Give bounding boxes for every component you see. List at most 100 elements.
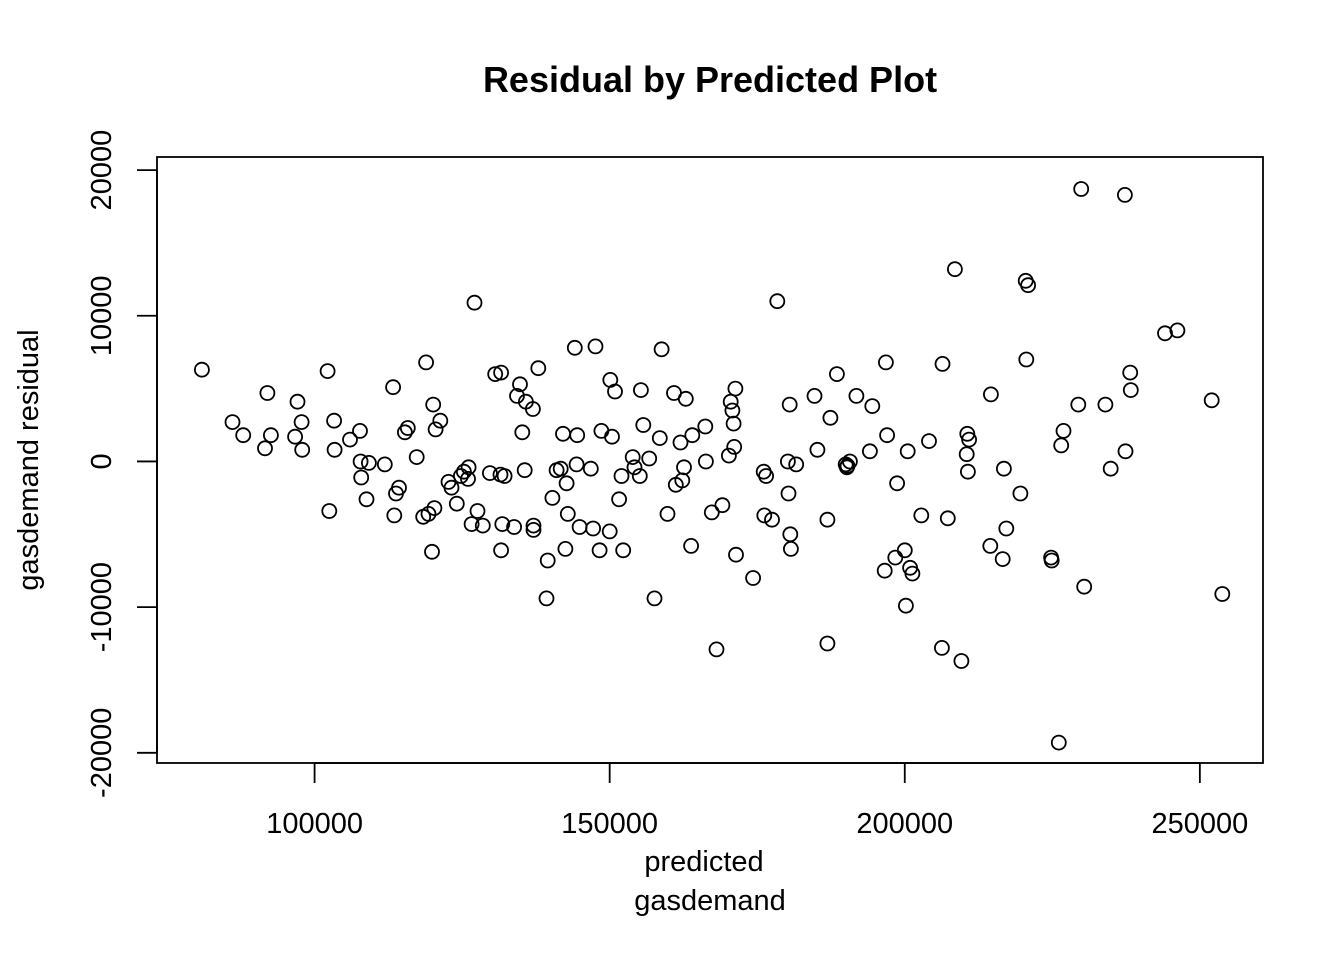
data-point bbox=[587, 338, 604, 355]
data-point bbox=[432, 412, 449, 429]
x-axis-label-line-2: gasdemand bbox=[634, 885, 786, 917]
data-point bbox=[728, 546, 744, 563]
data-point bbox=[426, 500, 443, 517]
x-tick-label: 100000 bbox=[266, 808, 363, 840]
data-point bbox=[319, 363, 336, 380]
data-point bbox=[1122, 382, 1139, 399]
data-point bbox=[287, 428, 304, 445]
data-point bbox=[788, 456, 805, 473]
data-point bbox=[493, 542, 510, 559]
data-point bbox=[420, 506, 437, 522]
data-point bbox=[514, 424, 531, 441]
data-point bbox=[530, 360, 547, 377]
data-point bbox=[418, 354, 435, 371]
data-point bbox=[764, 511, 780, 528]
data-point bbox=[358, 491, 375, 508]
data-point bbox=[635, 417, 652, 433]
data-point bbox=[726, 438, 743, 455]
data-point bbox=[889, 475, 905, 492]
data-point bbox=[913, 507, 930, 524]
data-point bbox=[509, 387, 525, 404]
data-point bbox=[262, 427, 279, 444]
data-point bbox=[408, 449, 425, 466]
data-point bbox=[326, 441, 343, 458]
data-point bbox=[1020, 277, 1036, 294]
data-point bbox=[539, 552, 556, 569]
data-point bbox=[842, 453, 858, 470]
y-axis: -20000 -10000 0 10000 20000 bbox=[86, 130, 158, 798]
data-point bbox=[1012, 485, 1029, 502]
data-point bbox=[538, 590, 555, 607]
data-point bbox=[721, 447, 737, 464]
data-point bbox=[994, 551, 1011, 567]
data-point bbox=[780, 485, 797, 502]
data-point bbox=[293, 414, 310, 431]
data-point bbox=[591, 542, 608, 559]
data-point bbox=[582, 460, 599, 477]
data-point bbox=[703, 504, 720, 521]
data-point bbox=[780, 453, 796, 470]
data-point bbox=[848, 387, 865, 404]
x-tick-label: 250000 bbox=[1151, 808, 1248, 840]
data-point bbox=[998, 520, 1015, 537]
data-point bbox=[557, 541, 574, 557]
data-point bbox=[342, 431, 358, 448]
data-point bbox=[386, 507, 403, 524]
data-point bbox=[1203, 392, 1220, 409]
data-point bbox=[698, 453, 714, 470]
x-tick-label: 200000 bbox=[856, 808, 953, 840]
data-point bbox=[235, 427, 252, 444]
data-point bbox=[996, 460, 1012, 477]
data-point bbox=[1043, 552, 1060, 569]
data-point bbox=[646, 590, 663, 607]
data-point bbox=[512, 376, 528, 393]
data-point bbox=[714, 497, 731, 514]
data-point bbox=[758, 468, 774, 484]
data-point bbox=[683, 538, 699, 554]
data-point bbox=[544, 489, 561, 506]
y-tick-label: 10000 bbox=[86, 275, 118, 356]
data-point bbox=[569, 427, 586, 444]
data-point bbox=[193, 361, 210, 378]
data-point bbox=[613, 468, 630, 484]
data-point bbox=[525, 517, 542, 534]
data-point bbox=[769, 293, 786, 310]
data-point bbox=[631, 468, 648, 484]
data-point bbox=[396, 424, 413, 441]
data-point bbox=[376, 456, 393, 473]
data-point bbox=[1055, 422, 1072, 439]
data-point bbox=[862, 443, 878, 460]
y-tick-label: 20000 bbox=[86, 130, 118, 211]
data-point bbox=[566, 339, 583, 356]
data-point bbox=[555, 425, 571, 442]
x-axis-label-line-1: predicted bbox=[644, 846, 763, 878]
data-point bbox=[887, 549, 904, 566]
data-point bbox=[257, 440, 273, 457]
data-point bbox=[425, 396, 442, 413]
data-point bbox=[727, 380, 744, 397]
plot-frame bbox=[156, 156, 1264, 764]
data-point bbox=[806, 387, 823, 404]
data-point bbox=[921, 433, 937, 450]
data-point bbox=[607, 383, 623, 400]
data-point bbox=[651, 430, 668, 447]
data-point bbox=[391, 479, 407, 496]
data-point bbox=[593, 422, 610, 439]
data-point bbox=[611, 491, 627, 508]
data-point bbox=[571, 519, 588, 535]
data-point bbox=[481, 465, 498, 482]
data-point bbox=[958, 446, 975, 463]
data-point bbox=[399, 420, 416, 436]
data-point bbox=[558, 475, 575, 492]
data-point bbox=[819, 635, 836, 652]
data-point bbox=[633, 382, 649, 399]
data-point bbox=[782, 526, 799, 543]
data-point bbox=[1053, 437, 1070, 454]
data-point bbox=[829, 366, 845, 383]
x-axis: 100000 150000 200000 250000 bbox=[266, 762, 1248, 840]
data-point bbox=[624, 449, 641, 466]
data-point bbox=[878, 354, 894, 371]
data-point bbox=[496, 468, 513, 484]
